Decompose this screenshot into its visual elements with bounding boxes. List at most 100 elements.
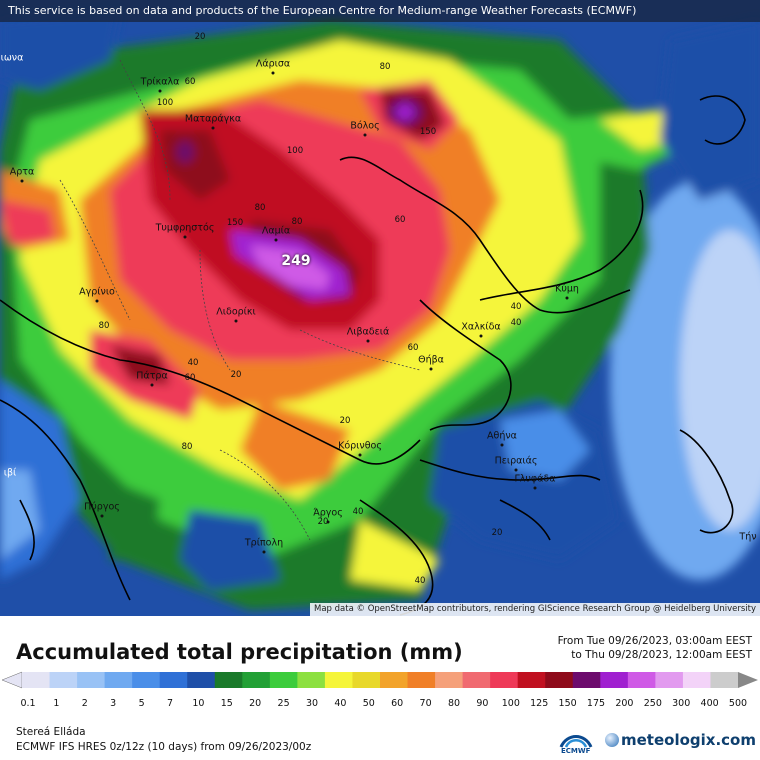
city-label-argos: Άργος: [313, 507, 343, 519]
city-dot-larisa: [271, 71, 275, 75]
chart-title: Accumulated total precipitation (mm): [16, 640, 463, 664]
city-label-patra: Πάτρα: [136, 370, 168, 382]
city-label-chalkida: Χαλκίδα: [461, 321, 501, 333]
contour-label: 80: [181, 442, 193, 452]
legend-tick-label: 40: [334, 698, 347, 709]
legend-swatch: [380, 672, 409, 688]
city-dot-lidoriki: [234, 319, 238, 323]
legend-swatch: [132, 672, 161, 688]
legend-swatch: [77, 672, 106, 688]
legend-swatch: [269, 672, 298, 688]
city-label-arta: Αρτα: [9, 166, 35, 178]
precipitation-map: This service is based on data and produc…: [0, 0, 760, 616]
contour-label: 40: [414, 576, 426, 586]
legend-swatch: [242, 672, 271, 688]
legend-tick-label: 175: [586, 698, 606, 709]
legend-tick-label: 10: [192, 698, 205, 709]
city-label-lamia: Λαμία: [261, 225, 291, 237]
contour-label: 80: [98, 321, 110, 331]
contour-label: 60: [184, 373, 196, 383]
legend-tick-label: 15: [220, 698, 233, 709]
meteologix-logo-text: meteologix.com: [621, 731, 756, 749]
city-label-thiva: Θήβα: [418, 354, 444, 366]
legend-swatch: [462, 672, 491, 688]
contour-label: 20: [339, 416, 351, 426]
city-dot-mataragka: [211, 126, 215, 130]
city-dot-patra: [150, 383, 154, 387]
city-label-trikala: Τρίκαλα: [140, 76, 180, 88]
contour-label: 80: [254, 203, 266, 213]
legend-swatch: [352, 672, 381, 688]
city-dot-athina: [500, 443, 504, 447]
legend-tick-label: 1: [53, 698, 60, 709]
legend-arrow-low: [1, 671, 23, 689]
contour-label: 20: [194, 32, 206, 42]
city-label-pyrgos: Πύργος: [84, 501, 120, 513]
city-dot-peiraias: [514, 468, 518, 472]
contour-label: 20: [317, 517, 329, 527]
legend-swatch: [407, 672, 436, 688]
legend-tick-label: 150: [558, 698, 577, 709]
edge-label-west-bottom: ιβί: [3, 467, 17, 479]
legend-swatch: [297, 672, 326, 688]
legend-tick-label: 250: [643, 698, 662, 709]
legend-tick-label: 90: [476, 698, 489, 709]
city-dot-volos: [363, 133, 367, 137]
ecmwf-banner: This service is based on data and produc…: [0, 0, 760, 22]
city-label-volos: Βόλος: [350, 120, 380, 132]
precip-field: [0, 10, 760, 616]
legend-tick-label: 3: [110, 698, 117, 709]
legend-arrow-high: [738, 672, 758, 688]
city-label-larisa: Λάρισα: [255, 58, 291, 70]
city-label-lidoriki: Λιδορίκι: [216, 306, 256, 318]
legend-swatch: [572, 672, 601, 688]
map-credit: Map data © OpenStreetMap contributors, r…: [310, 603, 760, 616]
model-info: ECMWF IFS HRES 0z/12z (10 days) from 09/…: [16, 741, 312, 753]
legend-swatch: [655, 672, 684, 688]
legend-swatch: [49, 672, 78, 688]
contour-label: 40: [510, 302, 522, 312]
legend-tick-label: 300: [672, 698, 691, 709]
legend-ticks: 0.1 1 2 3 5 7 10 15 20 25 30 40 50 60 70 80 90 100 125 150 1…: [18, 698, 747, 712]
legend-tick-label: 2: [81, 698, 88, 709]
city-dot-livadeia: [366, 339, 370, 343]
legend-swatch: [517, 672, 546, 688]
legend-swatch: [627, 672, 656, 688]
legend-tick-label: 50: [362, 698, 375, 709]
meteologix-logo[interactable]: meteologix.com: [605, 731, 756, 749]
city-label-livadeia: Λιβαδειά: [346, 326, 390, 338]
legend-tick-label: 200: [615, 698, 634, 709]
legend-tick-label: 80: [447, 698, 461, 709]
city-dot-argos: [326, 520, 330, 524]
city-label-tymfristos: Τυμφρηστός: [155, 222, 215, 234]
max-precip-label: 249: [281, 253, 311, 269]
city-label-peiraias: Πειραιάς: [494, 455, 538, 467]
city-dot-agrinio: [95, 299, 99, 303]
legend-swatch: [435, 672, 464, 688]
city-dot-kymi: [565, 296, 569, 300]
period-from: From Tue 09/26/2023, 03:00am EEST: [557, 635, 752, 647]
city-dot-arta: [20, 179, 24, 183]
legend-swatch: [214, 672, 243, 688]
contour-label: 40: [510, 318, 522, 328]
legend-swatch: [104, 672, 133, 688]
legend-tick-label: 60: [391, 698, 404, 709]
city-dot-pyrgos: [100, 514, 104, 518]
legend-swatch: [710, 672, 739, 688]
contour-label: 20: [491, 528, 503, 538]
region-name: Stereá Elláda: [16, 726, 86, 738]
contour-label: 150: [226, 218, 244, 228]
legend-swatch: [159, 672, 188, 688]
legend-tick-label: 5: [138, 698, 145, 709]
legend-swatch: [545, 672, 574, 688]
city-dot-trikala: [158, 89, 162, 93]
legend-tick-label: 125: [530, 698, 549, 709]
contour-label: 100: [156, 98, 174, 108]
edge-label-east: Τήν: [739, 531, 757, 543]
period-to: to Thu 09/28/2023, 12:00am EEST: [571, 649, 752, 661]
contour-label: 150: [419, 127, 437, 137]
contour-label: 40: [352, 507, 364, 517]
legend-tick-label: 400: [700, 698, 719, 709]
contour-label: 60: [394, 215, 406, 225]
legend-tick-label: 500: [728, 698, 748, 709]
